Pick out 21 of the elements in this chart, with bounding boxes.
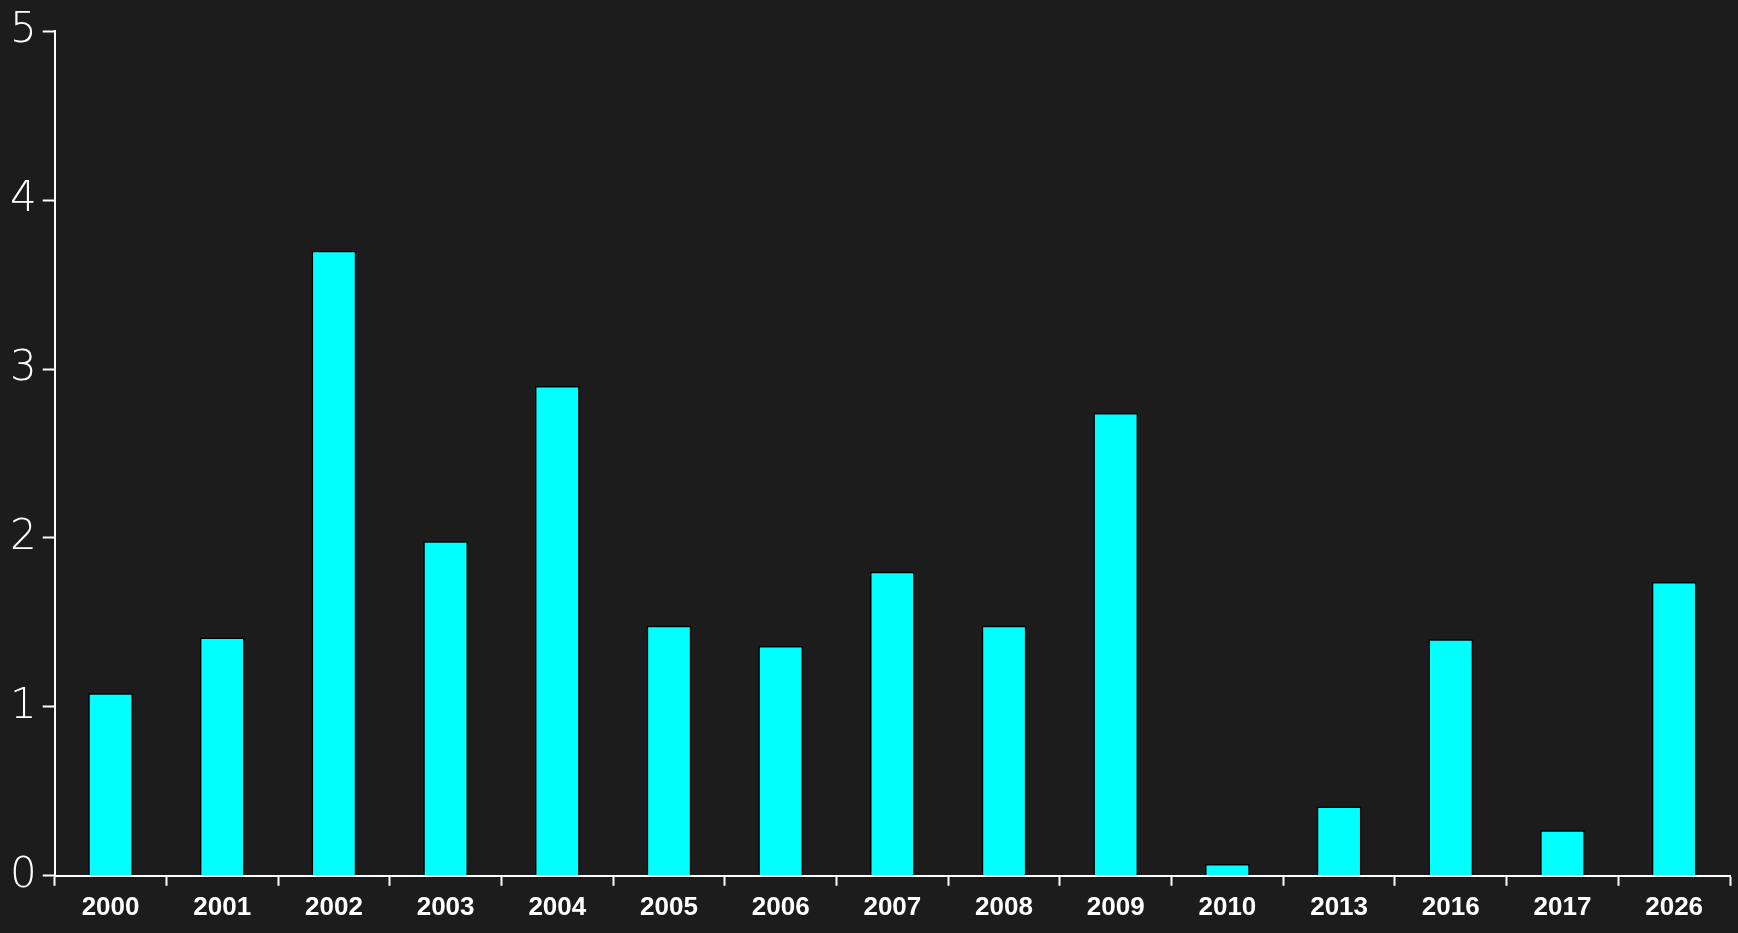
x-tick-label: 2013 xyxy=(1310,890,1369,921)
x-tick-label: 2003 xyxy=(416,890,475,921)
x-tick-label: 2001 xyxy=(193,890,252,921)
y-tick-label: 1 xyxy=(9,678,37,728)
x-tick-label: 2010 xyxy=(1198,890,1257,921)
x-tick-label: 2005 xyxy=(640,890,698,921)
y-tick-label: 3 xyxy=(9,340,37,390)
x-tick-label: 2004 xyxy=(528,890,587,921)
x-tick-label: 2002 xyxy=(305,890,363,921)
y-tick-label: 5 xyxy=(9,3,37,53)
x-tick-label: 2009 xyxy=(1086,890,1145,921)
x-tick-label: 2008 xyxy=(975,890,1033,921)
x-tick-label: 2000 xyxy=(81,890,140,921)
y-tick-label: 4 xyxy=(9,172,37,222)
x-tick-label: 2007 xyxy=(863,890,922,921)
x-tick-label: 2016 xyxy=(1421,890,1480,921)
x-tick-label: 2017 xyxy=(1533,890,1592,921)
y-tick-label: 0 xyxy=(9,847,37,897)
x-tick-label: 2006 xyxy=(751,890,810,921)
y-tick-label: 2 xyxy=(9,509,37,559)
x-tick-label: 2026 xyxy=(1645,890,1704,921)
